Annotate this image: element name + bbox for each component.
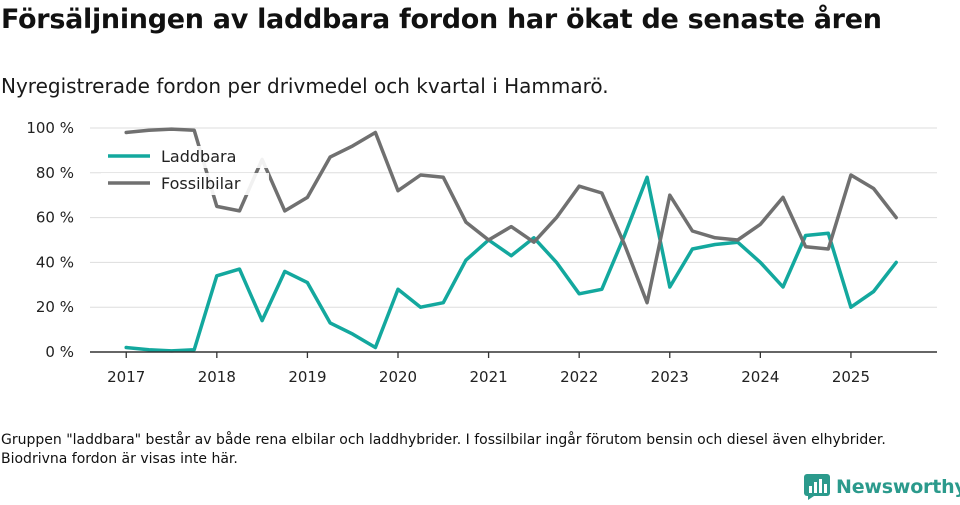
legend: Laddbara Fossilbilar — [101, 146, 269, 195]
data-point-laddbara[interactable] — [892, 258, 900, 266]
y-tick-label: 0 % — [45, 343, 74, 361]
y-tick-label: 20 % — [36, 298, 74, 316]
data-point-fossilbilar[interactable] — [643, 299, 651, 307]
data-point-laddbara[interactable] — [439, 299, 447, 307]
x-tick-label: 2024 — [741, 368, 779, 386]
data-point-laddbara[interactable] — [756, 258, 764, 266]
series-line-laddbara — [124, 175, 898, 353]
data-point-laddbara[interactable] — [394, 285, 402, 293]
footnote: Gruppen "laddbara" består av både rena e… — [1, 432, 886, 467]
data-point-fossilbilar[interactable] — [236, 207, 244, 215]
data-point-fossilbilar[interactable] — [303, 193, 311, 201]
x-tick-label: 2018 — [198, 368, 236, 386]
data-point-fossilbilar[interactable] — [213, 202, 221, 210]
data-point-laddbara[interactable] — [870, 288, 878, 296]
data-point-fossilbilar[interactable] — [485, 236, 493, 244]
chart-subtitle: Nyregistrerade fordon per drivmedel och … — [1, 74, 609, 98]
data-point-laddbara[interactable] — [122, 344, 130, 352]
legend-backdrop — [101, 173, 269, 195]
data-point-fossilbilar[interactable] — [326, 153, 334, 161]
y-tick-label: 80 % — [36, 164, 74, 182]
data-point-fossilbilar[interactable] — [145, 126, 153, 134]
x-axis-ticks: 2017 2018 2019 2020 2021 2022 2023 2024 2025 — [107, 352, 870, 386]
x-tick-label: 2017 — [107, 368, 145, 386]
data-point-fossilbilar[interactable] — [462, 218, 470, 226]
data-point-laddbara[interactable] — [417, 303, 425, 311]
data-point-fossilbilar[interactable] — [507, 223, 515, 231]
legend-label-laddbara[interactable]: Laddbara — [161, 147, 236, 166]
data-point-laddbara[interactable] — [553, 258, 561, 266]
data-point-laddbara[interactable] — [236, 265, 244, 273]
data-point-fossilbilar[interactable] — [281, 207, 289, 215]
x-tick-label: 2023 — [651, 368, 689, 386]
data-point-fossilbilar[interactable] — [394, 187, 402, 195]
data-point-fossilbilar[interactable] — [371, 129, 379, 137]
data-point-fossilbilar[interactable] — [349, 142, 357, 150]
y-axis-labels: 0 % 20 % 40 % 60 % 80 % 100 % — [26, 119, 74, 361]
data-point-fossilbilar[interactable] — [711, 234, 719, 242]
data-point-laddbara[interactable] — [326, 319, 334, 327]
legend-backdrop — [101, 146, 269, 168]
x-tick-label: 2019 — [288, 368, 326, 386]
gridlines — [90, 127, 937, 308]
data-point-laddbara[interactable] — [281, 267, 289, 275]
data-point-laddbara[interactable] — [258, 317, 266, 325]
legend-label-fossilbilar[interactable]: Fossilbilar — [161, 174, 241, 193]
y-tick-label: 100 % — [26, 119, 74, 137]
y-tick-label: 40 % — [36, 253, 74, 271]
chart-title: Försäljningen av laddbara fordon har öka… — [1, 4, 882, 35]
data-point-fossilbilar[interactable] — [439, 173, 447, 181]
x-tick-label: 2021 — [469, 368, 507, 386]
data-point-fossilbilar[interactable] — [598, 189, 606, 197]
data-point-laddbara[interactable] — [349, 330, 357, 338]
data-point-laddbara[interactable] — [462, 256, 470, 264]
data-point-fossilbilar[interactable] — [779, 193, 787, 201]
data-point-laddbara[interactable] — [643, 173, 651, 181]
x-tick-label: 2025 — [832, 368, 870, 386]
brand-name: Newsworthy — [836, 476, 960, 498]
data-point-fossilbilar[interactable] — [553, 214, 561, 222]
data-point-fossilbilar[interactable] — [734, 236, 742, 244]
x-tick-label: 2020 — [379, 368, 417, 386]
data-point-fossilbilar[interactable] — [666, 191, 674, 199]
data-point-laddbara[interactable] — [688, 245, 696, 253]
y-tick-label: 60 % — [36, 209, 74, 227]
data-point-fossilbilar[interactable] — [575, 182, 583, 190]
data-point-laddbara[interactable] — [168, 347, 176, 355]
data-point-fossilbilar[interactable] — [892, 214, 900, 222]
data-point-fossilbilar[interactable] — [621, 241, 629, 249]
data-point-laddbara[interactable] — [507, 252, 515, 260]
data-point-laddbara[interactable] — [779, 283, 787, 291]
data-point-laddbara[interactable] — [371, 344, 379, 352]
data-point-fossilbilar[interactable] — [190, 126, 198, 134]
data-point-fossilbilar[interactable] — [847, 171, 855, 179]
data-point-fossilbilar[interactable] — [168, 125, 176, 133]
x-tick-label: 2022 — [560, 368, 598, 386]
data-point-fossilbilar[interactable] — [870, 185, 878, 193]
bar-chart-icon — [804, 474, 830, 500]
data-point-laddbara[interactable] — [666, 283, 674, 291]
line-chart: 2017 2018 2019 2020 2021 2022 2023 2024 2025 0 %… — [26, 119, 937, 386]
data-point-laddbara[interactable] — [847, 303, 855, 311]
data-point-fossilbilar[interactable] — [802, 243, 810, 251]
newsworthy-logo[interactable]: Newsworthy — [804, 474, 960, 500]
data-point-laddbara[interactable] — [598, 285, 606, 293]
data-point-fossilbilar[interactable] — [824, 245, 832, 253]
data-point-laddbara[interactable] — [213, 272, 221, 280]
data-point-laddbara[interactable] — [303, 279, 311, 287]
data-point-fossilbilar[interactable] — [756, 220, 764, 228]
data-point-fossilbilar[interactable] — [530, 238, 538, 246]
data-point-laddbara[interactable] — [575, 290, 583, 298]
data-point-fossilbilar[interactable] — [417, 171, 425, 179]
data-point-fossilbilar[interactable] — [122, 129, 130, 137]
data-point-fossilbilar[interactable] — [688, 227, 696, 235]
